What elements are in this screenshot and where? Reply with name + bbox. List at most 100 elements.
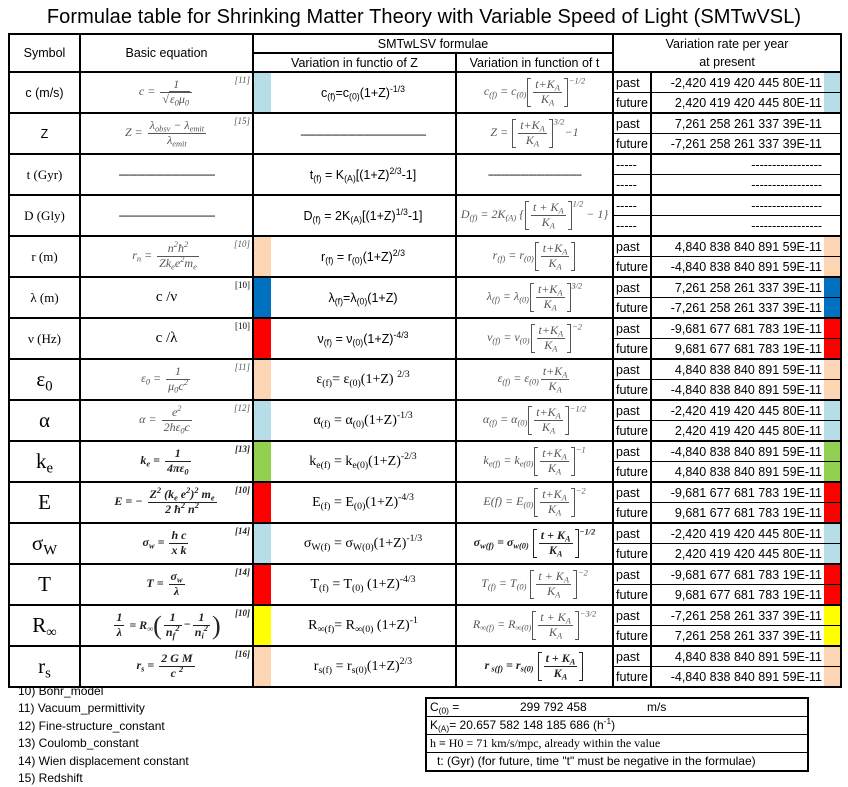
math-group: t + KA KA — [534, 569, 573, 599]
ka-value: = 20.657 582 148 185 686 (h — [449, 718, 604, 732]
subscript: 0 — [174, 385, 179, 395]
basic-equation-cell: rn = n2ħ2 Zkee2me [10] — [79, 235, 254, 278]
subscript: A — [556, 262, 562, 272]
math-text: = k — [330, 453, 353, 469]
denominator: KA — [537, 338, 566, 353]
color-strip-right — [824, 71, 843, 93]
math-group: ε0 — [36, 367, 53, 395]
reference-number: [16] — [235, 648, 250, 659]
math-group: R∞(f)= R∞(0) (1+Z)-1 — [308, 615, 418, 634]
math-text: K — [544, 338, 553, 352]
subscript: n — [136, 254, 142, 264]
denominator: 4πε0 — [165, 461, 191, 476]
t-formula-cell: D(f) = 2K(A) {t + KA KA 1/2 − 1} — [454, 194, 615, 237]
symbol-cell: R∞ — [8, 604, 81, 647]
constant-t-note: t: (Gyr) (for future, time "t" must be n… — [437, 754, 756, 768]
superscript: -1/3 — [396, 409, 413, 421]
numerator: t + KA — [543, 651, 578, 667]
color-strip-right — [824, 584, 843, 606]
color-strip-right — [824, 153, 843, 175]
math-group: T(f) = T(0) (1+Z)-4/3 — [310, 574, 415, 593]
constant-ka: K(A)= 20.657 582 148 185 686 (h-1) — [427, 717, 807, 735]
exponent: −2 — [577, 568, 588, 578]
header-basic-equation: Basic equation — [79, 33, 254, 73]
table-row-future: future -4,840 838 840 891 59E-11 — [9, 666, 843, 688]
future-label: future — [612, 92, 653, 114]
past-label: past — [612, 604, 653, 626]
math-group: x k — [171, 543, 186, 557]
math-text: t + K — [533, 200, 559, 215]
math-group: t + KA KA — [536, 610, 575, 640]
subscript: A — [539, 124, 545, 134]
formulae-table: Symbol Basic equation SMTwLSV formulae V… — [8, 33, 843, 688]
header-smt-formulae: SMTwLSV formulae — [251, 33, 615, 54]
denominator: KA — [533, 92, 562, 107]
table-row-past: t (Gyr) ---------------------------------… — [8, 153, 843, 196]
math-group: E — [38, 490, 51, 514]
subscript: 0 — [45, 378, 53, 395]
color-strip-right — [824, 276, 843, 298]
math-group: ν (Hz) — [28, 331, 61, 346]
numerator: 1 — [164, 446, 191, 462]
numerator: 1 — [192, 610, 210, 626]
z-formula-cell: ν(f) = ν(0)(1+Z)-4/3 — [271, 317, 457, 360]
t-formula-cell: c(f) = c(0) t+KA KA −1/2 — [454, 71, 615, 114]
math-text: ε — [497, 371, 503, 386]
math-text: = r — [505, 248, 525, 263]
math-text: c /λ — [155, 330, 178, 346]
past-value: 7,261 258 261 337 39E-11 — [650, 276, 825, 298]
constant-h: h ≡ H0 = 71 km/s/mpc, already within the… — [427, 735, 807, 753]
subscript: ∞(0) — [515, 623, 532, 633]
math-text: α — [313, 412, 321, 428]
math-text: = — [154, 535, 168, 550]
t-formula: E(f) = E(0) t+KA KA −2 — [483, 487, 585, 517]
subscript: (f) — [469, 213, 478, 223]
placeholder-dashes: ----------------------------------- — [487, 169, 582, 181]
math-group: √ε0μ0 — [162, 91, 191, 107]
c0-label: C — [430, 700, 439, 714]
math-text: K — [543, 297, 552, 311]
math-group: ν(f) = ν(0)(1+Z)-4/3 — [317, 330, 408, 347]
numerator: 1 — [166, 364, 190, 380]
math-group: Z = t+KA KA 3/2−1 — [490, 118, 578, 148]
math-text: = r — [503, 658, 521, 673]
color-strip-right — [824, 133, 843, 155]
math-text: K — [548, 543, 557, 557]
math-text: R — [32, 613, 47, 637]
z-formula-cell: λ(f)=λ(0)(1+Z) — [271, 276, 457, 319]
math-text: T — [38, 572, 51, 596]
square-bracket: t+KA KA — [534, 241, 576, 272]
color-strip-right — [824, 645, 843, 667]
subscript: A — [555, 508, 562, 518]
denominator: λemit — [148, 133, 206, 148]
past-label: past — [612, 563, 653, 585]
math-text: λ — [167, 133, 173, 147]
color-strip-right — [824, 338, 843, 360]
exponent: −1/2 — [579, 527, 596, 537]
math-group: ε(f)= ε(0)(1+Z) 2/3 — [316, 369, 409, 388]
header-variation-t: Variation in function of t — [454, 52, 615, 73]
math-group: t + KA — [541, 528, 571, 543]
basic-equation-cell: ke = 1 4πε0 [13] — [79, 440, 254, 483]
subscript: (f) — [325, 255, 334, 266]
symbol-cell: c (m/s) — [8, 71, 81, 114]
symbol-cell: λ (m) — [8, 276, 81, 319]
math-group: λ(f) = λ(0) t+KA KA 3/2 — [487, 282, 582, 312]
math-text: = 2K — [477, 207, 506, 222]
math-text: = c — [497, 84, 517, 99]
past-value: -9,681 677 681 783 19E-11 — [650, 563, 825, 585]
math-group: ke(f) = ke(0)(1+Z)-2/3 — [309, 451, 416, 470]
math-text: ν — [317, 331, 324, 346]
future-value: 9,681 677 681 783 19E-11 — [650, 338, 825, 360]
table-row-past: ke ke = 1 4πε0 [13] ke(f) = ke(0)(1+Z)-2/3 ke… — [8, 440, 843, 483]
color-strip-right — [824, 317, 843, 339]
math-text: (1+Z) — [365, 494, 399, 510]
bracket-group: t+KA KA −1/2 — [527, 405, 586, 435]
t-formula-cell: r(f) = r(0) t+KA KA — [454, 235, 615, 278]
t-formula-cell: λ(f) = λ(0) t+KA KA 3/2 — [454, 276, 615, 319]
math-group: σW — [32, 531, 57, 558]
math-group: E(f) = E(0)(1+Z)-4/3 — [312, 492, 414, 511]
math-text: K — [547, 461, 556, 475]
future-label: future — [612, 297, 653, 319]
numerator: h c — [169, 528, 189, 544]
